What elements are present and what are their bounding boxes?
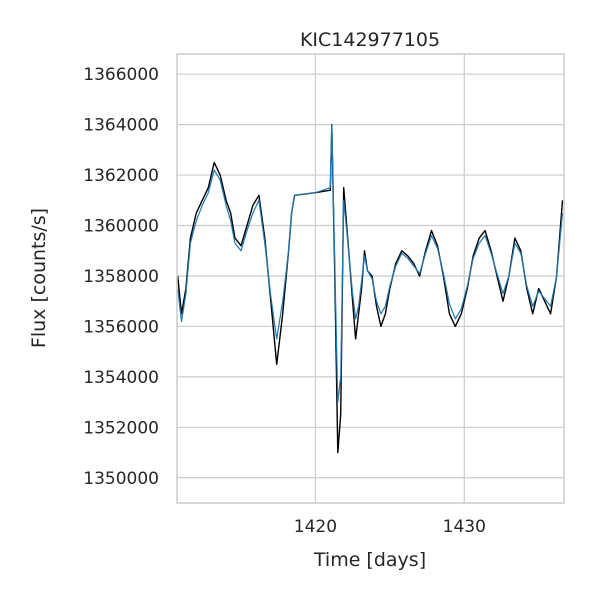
y-tick-label: 1360000 xyxy=(83,217,159,237)
x-tick-label: 1430 xyxy=(443,517,486,537)
chart-title: KIC142977105 xyxy=(300,29,440,51)
smoothed-flux-line xyxy=(177,123,564,403)
x-axis-label: Time [days] xyxy=(313,549,426,571)
y-tick-label: 1354000 xyxy=(83,368,159,388)
plot-area xyxy=(177,54,564,503)
plot-frame xyxy=(176,53,565,504)
y-axis-ticks: 1350000 1352000 1354000 1356000 1358000 13600… xyxy=(83,65,159,489)
y-tick-label: 1358000 xyxy=(83,267,159,287)
y-tick-label: 1350000 xyxy=(83,469,159,489)
y-tick-label: 1352000 xyxy=(83,418,159,438)
y-tick-label: 1356000 xyxy=(83,317,159,337)
x-axis-ticks: 1420 1430 xyxy=(294,517,486,537)
y-tick-label: 1362000 xyxy=(83,166,159,186)
plot-series xyxy=(177,123,564,454)
x-tick-label: 1420 xyxy=(294,517,337,537)
y-tick-label: 1364000 xyxy=(83,116,159,136)
y-tick-label: 1366000 xyxy=(83,65,159,85)
grid-lines xyxy=(177,54,564,503)
y-axis-label: Flux [counts/s] xyxy=(28,208,50,348)
